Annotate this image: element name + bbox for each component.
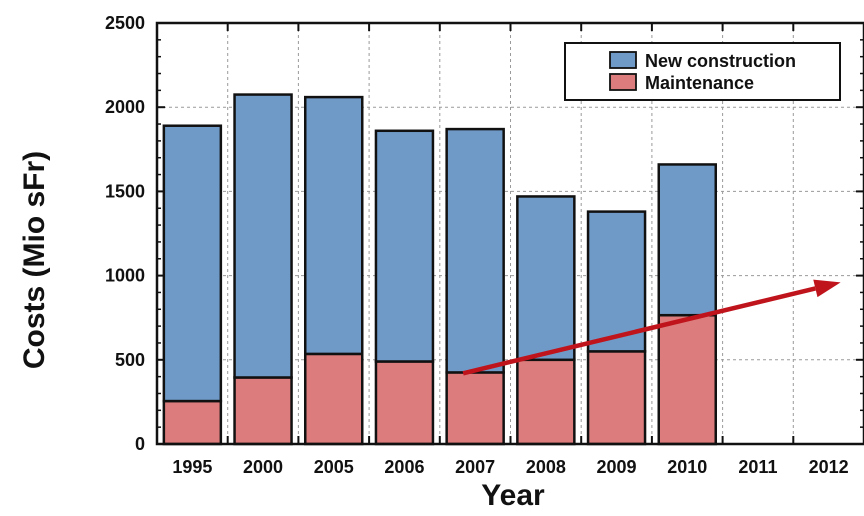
bar-layer [162, 93, 717, 446]
trend-arrow-head [813, 279, 841, 298]
x-tick-label: 2012 [809, 457, 849, 477]
legend-label-maintenance: Maintenance [645, 73, 754, 93]
y-tick-label: 2000 [105, 97, 145, 117]
legend-label-new-construction: New construction [645, 51, 796, 71]
tick-layer: 0 500 1000 1500 2000 2500 1995 2000 2005 2006 2007… [105, 13, 864, 477]
bar-maintenance-1995 [162, 399, 223, 446]
bar-new-construction-2005 [304, 95, 364, 356]
grid-layer [157, 23, 864, 444]
trend-arrow-shaft [462, 286, 816, 376]
x-tick-label: 2006 [384, 457, 424, 477]
bar-maintenance-2005 [304, 352, 364, 446]
x-tick-label: 2009 [597, 457, 637, 477]
x-tick-label: 2008 [526, 457, 566, 477]
x-tick-label: 2005 [314, 457, 354, 477]
x-tick-label: 2000 [243, 457, 283, 477]
bar-maintenance-2009 [586, 350, 647, 446]
y-tick-label: 0 [135, 434, 145, 454]
legend-swatch-new-construction [609, 51, 637, 69]
bar-new-construction-2008 [516, 195, 576, 362]
bar-maintenance-2006 [374, 360, 435, 446]
bar-new-construction-1995 [162, 124, 223, 403]
y-tick-label: 2500 [105, 13, 145, 33]
x-tick-label: 2011 [738, 457, 777, 477]
x-tick-label: 2007 [455, 457, 495, 477]
y-tick-label: 1000 [105, 266, 145, 286]
bar-new-construction-2007 [445, 127, 505, 374]
y-tick-label: 500 [115, 350, 145, 370]
y-tick-label: 1500 [105, 181, 145, 201]
bar-new-construction-2000 [233, 93, 293, 379]
bar-maintenance-2007 [445, 371, 505, 446]
x-tick-label: 1995 [172, 457, 212, 477]
bar-maintenance-2010 [657, 313, 717, 446]
bar-new-construction-2009 [586, 210, 647, 353]
bar-maintenance-2008 [516, 358, 576, 446]
bar-new-construction-2010 [657, 163, 717, 317]
x-tick-label: 2010 [667, 457, 707, 477]
x-axis-title: Year [481, 479, 545, 512]
legend-swatch-maintenance [609, 73, 637, 91]
bar-maintenance-2000 [233, 376, 293, 446]
bar-new-construction-2006 [374, 129, 435, 363]
y-axis-title: Costs (Mio sFr) [18, 151, 51, 369]
trend-arrow-layer [462, 279, 841, 376]
